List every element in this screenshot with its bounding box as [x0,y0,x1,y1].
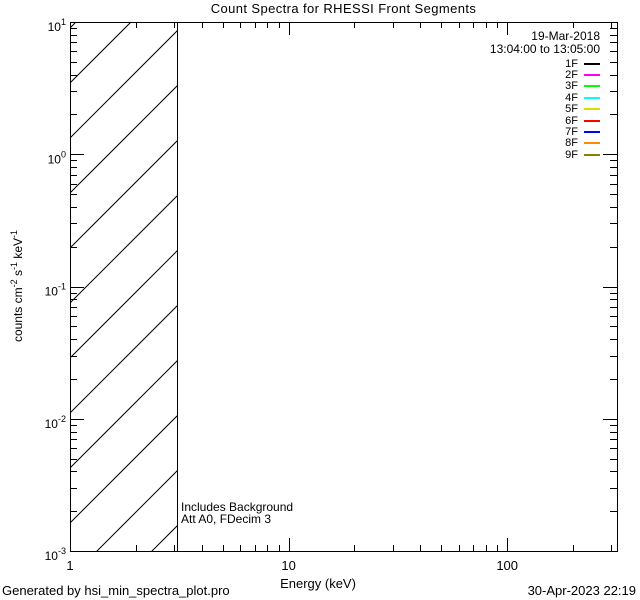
observation-date: 19-Mar-2018 [531,29,600,43]
plot-annotations: Includes Background Att A0, FDecim 3 [181,500,294,526]
legend-entry-label: 1F [565,57,578,70]
legend-color-swatch [584,131,600,134]
plot-frame [70,22,618,552]
svg-text:10: 10 [281,558,295,573]
legend-color-swatch [584,108,600,111]
legend-entry-label: 7F [565,126,578,139]
legend-entry-label: 2F [565,69,578,82]
axis-ticks [70,22,617,552]
legend: 1F 2F 3F 4F 5F 6F 7F 8F 9F [565,58,600,161]
legend-color-swatch [584,74,600,77]
legend-color-swatch [584,85,600,88]
footer-generator: Generated by hsi_min_spectra_plot.pro [2,583,230,598]
svg-text:101: 101 [48,17,66,34]
page-title: Count Spectra for RHESSI Front Segments [210,1,477,16]
legend-color-swatch [584,142,600,145]
hatch-region [70,22,178,551]
legend-entry: 8F [565,137,600,150]
svg-text:100: 100 [496,558,518,573]
svg-text:1: 1 [66,558,73,573]
legend-entry: 7F [565,126,600,139]
axis-tick-labels: 1 10 100 10-3 10-2 10-1 100 101 [45,17,518,573]
legend-entry: 1F [565,57,600,70]
svg-text:10-1: 10-1 [45,282,66,299]
legend-color-swatch [584,153,600,156]
svg-text:10-3: 10-3 [45,546,66,563]
annotation-includes-background: Includes Background [181,500,294,514]
legend-entry: 2F [565,69,600,82]
legend-entry: 3F [565,80,600,93]
svg-text:10-2: 10-2 [45,414,66,431]
legend-entry: 4F [565,91,600,104]
legend-entry-label: 8F [565,137,578,150]
legend-entry-label: 3F [565,80,578,93]
legend-entry: 9F [565,148,600,161]
legend-entry-label: 9F [565,148,578,161]
observation-info: 19-Mar-2018 13:04:00 to 13:05:00 [490,30,600,56]
legend-entry-label: 4F [565,91,578,104]
svg-text:100: 100 [48,149,66,166]
observation-time-range: 13:04:00 to 13:05:00 [489,42,600,56]
legend-color-swatch [584,119,600,122]
footer-timestamp: 30-Apr-2023 22:19 [527,583,636,598]
annotation-attenuator-state: Att A0, FDecim 3 [181,511,272,526]
legend-entry-label: 5F [565,103,578,116]
legend-entry: 6F [565,114,600,127]
legend-entry-label: 6F [565,114,578,127]
legend-entry: 5F [565,103,600,116]
y-axis-label: counts cm-2 s-1 keV-1 [9,229,25,343]
legend-color-swatch [584,96,600,99]
legend-color-swatch [584,62,600,65]
x-axis-label: Energy (keV) [280,576,356,591]
